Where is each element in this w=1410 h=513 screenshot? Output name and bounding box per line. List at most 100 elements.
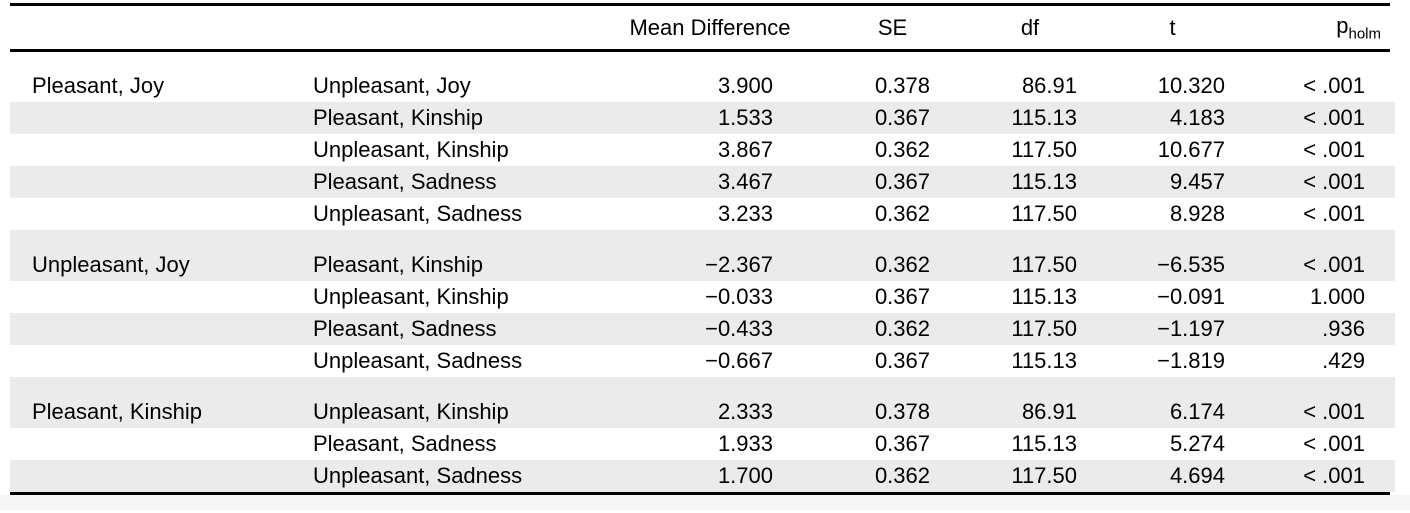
header-mean-difference: Mean Difference (629, 14, 791, 40)
df-cell: 115.13 (1011, 169, 1077, 194)
se-cell: 0.362 (874, 201, 930, 226)
p-cell: < .001 (1303, 169, 1365, 194)
mean-difference-cell: 3.900 (717, 73, 773, 98)
se-cell: 0.367 (874, 284, 930, 309)
mean-difference-cell: 2.333 (717, 399, 773, 424)
p-cell: < .001 (1303, 252, 1365, 277)
mean-difference-cell: −0.433 (705, 316, 773, 341)
contrast-cell: Pleasant, Sadness (313, 316, 497, 341)
df-cell: 117.50 (1011, 316, 1077, 341)
table-row: Pleasant, Sadness 3.467 0.367 115.13 9.4… (10, 166, 1395, 198)
mean-difference-cell: −0.667 (705, 348, 773, 373)
mean-difference-cell: 1.700 (717, 463, 773, 488)
df-cell: 115.13 (1011, 431, 1077, 456)
header-p-subscript: holm (1348, 25, 1381, 43)
df-cell: 117.50 (1011, 252, 1077, 277)
t-cell: 10.320 (1157, 73, 1225, 98)
group-spacer (10, 230, 1395, 249)
group-label-cell: Pleasant, Kinship (32, 399, 202, 424)
group-label-cell: Unpleasant, Joy (32, 252, 190, 277)
p-cell: < .001 (1303, 463, 1365, 488)
mean-difference-cell: −0.033 (705, 284, 773, 309)
contrast-cell: Pleasant, Sadness (313, 169, 497, 194)
mean-difference-cell: 3.867 (717, 137, 773, 162)
df-cell: 115.13 (1011, 105, 1077, 130)
t-cell: −6.535 (1157, 252, 1225, 277)
table-row: Pleasant, Joy Unpleasant, Joy 3.900 0.37… (10, 70, 1395, 102)
se-cell: 0.367 (874, 169, 930, 194)
p-cell: .936 (1322, 316, 1365, 341)
se-cell: 0.367 (874, 348, 930, 373)
t-cell: 6.174 (1169, 399, 1225, 424)
se-cell: 0.362 (874, 252, 930, 277)
table-top-rule (10, 3, 1390, 6)
table-bottom-rule (10, 492, 1390, 495)
mean-difference-cell: 3.467 (717, 169, 773, 194)
p-cell: < .001 (1303, 105, 1365, 130)
header-p-holm: pholm (1240, 13, 1395, 41)
group-spacer (10, 377, 1395, 396)
t-cell: 4.183 (1169, 105, 1225, 130)
p-cell: < .001 (1303, 431, 1365, 456)
t-cell: −1.197 (1157, 316, 1225, 341)
se-cell: 0.378 (874, 399, 930, 424)
contrast-cell: Unpleasant, Joy (313, 73, 471, 98)
table-row: Unpleasant, Joy Pleasant, Kinship −2.367… (10, 249, 1395, 281)
header-gap (0, 52, 1410, 70)
mean-difference-cell: 1.533 (717, 105, 773, 130)
header-p-symbol: p (1336, 13, 1349, 39)
mean-difference-cell: 3.233 (717, 201, 773, 226)
contrast-cell: Pleasant, Sadness (313, 431, 497, 456)
df-cell: 117.50 (1011, 137, 1077, 162)
table-row: Unpleasant, Kinship −0.033 0.367 115.13 … (10, 281, 1395, 313)
table-row: Unpleasant, Sadness 3.233 0.362 117.50 8… (10, 198, 1395, 230)
table-row: Unpleasant, Sadness 1.700 0.362 117.50 4… (10, 460, 1395, 492)
contrast-cell: Pleasant, Kinship (313, 252, 483, 277)
t-cell: −0.091 (1157, 284, 1225, 309)
contrast-cell: Unpleasant, Sadness (313, 348, 523, 373)
p-cell: < .001 (1303, 137, 1365, 162)
contrast-cell: Unpleasant, Kinship (313, 399, 509, 424)
table-row: Pleasant, Sadness 1.933 0.367 115.13 5.2… (10, 428, 1395, 460)
header-df: df (1020, 14, 1040, 40)
t-cell: −1.819 (1157, 348, 1225, 373)
df-cell: 117.50 (1011, 201, 1077, 226)
se-cell: 0.378 (874, 73, 930, 98)
p-cell: 1.000 (1309, 284, 1365, 309)
t-cell: 8.928 (1169, 201, 1225, 226)
contrast-cell: Unpleasant, Sadness (313, 463, 523, 488)
t-cell: 5.274 (1169, 431, 1225, 456)
header-t: t (1169, 14, 1176, 40)
df-cell: 86.91 (1021, 73, 1077, 98)
table-row: Pleasant, Kinship 1.533 0.367 115.13 4.1… (10, 102, 1395, 134)
p-cell: < .001 (1303, 399, 1365, 424)
header-se: SE (877, 14, 908, 40)
t-cell: 4.694 (1169, 463, 1225, 488)
background-strip (0, 495, 1410, 510)
mean-difference-cell: −2.367 (705, 252, 773, 277)
p-cell: < .001 (1303, 73, 1365, 98)
table-row: Unpleasant, Kinship 3.867 0.362 117.50 1… (10, 134, 1395, 166)
posthoc-table: Mean Difference SE df t pholm Pleasant, … (0, 3, 1410, 510)
t-cell: 10.677 (1157, 137, 1225, 162)
table-row: Pleasant, Sadness −0.433 0.362 117.50 −1… (10, 313, 1395, 345)
table-row: Pleasant, Kinship Unpleasant, Kinship 2.… (10, 396, 1395, 428)
table-row: Unpleasant, Sadness −0.667 0.367 115.13 … (10, 345, 1395, 377)
table-header-rule (10, 49, 1390, 52)
contrast-cell: Pleasant, Kinship (313, 105, 483, 130)
df-cell: 115.13 (1011, 348, 1077, 373)
df-cell: 86.91 (1021, 399, 1077, 424)
df-cell: 117.50 (1011, 463, 1077, 488)
mean-difference-cell: 1.933 (717, 431, 773, 456)
t-cell: 9.457 (1169, 169, 1225, 194)
contrast-cell: Unpleasant, Sadness (313, 201, 523, 226)
df-cell: 115.13 (1011, 284, 1077, 309)
p-cell: < .001 (1303, 201, 1365, 226)
contrast-cell: Unpleasant, Kinship (313, 137, 509, 162)
se-cell: 0.362 (874, 137, 930, 162)
se-cell: 0.362 (874, 463, 930, 488)
group-label-cell: Pleasant, Joy (32, 73, 165, 98)
se-cell: 0.362 (874, 316, 930, 341)
table-header-row: Mean Difference SE df t pholm (10, 6, 1395, 49)
se-cell: 0.367 (874, 105, 930, 130)
